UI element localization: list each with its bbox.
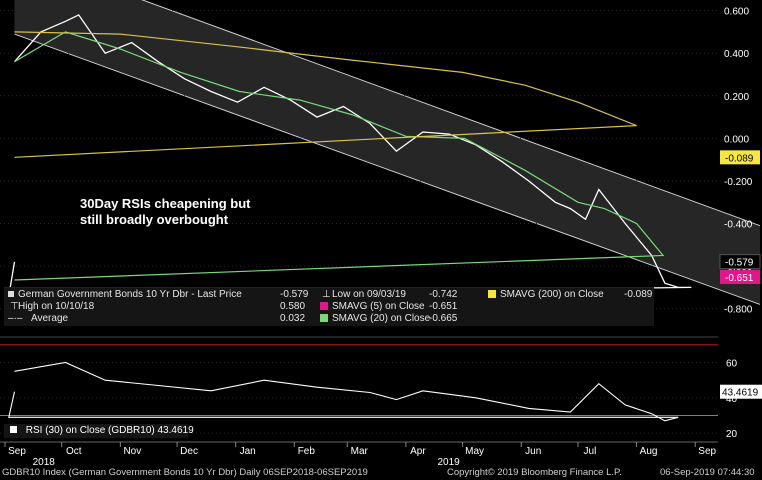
y-tick-label: 0.000	[724, 134, 749, 145]
price-legend: German Government Bonds 10 Yr Dbr - Last…	[4, 287, 654, 326]
price-tag-label-2: -0.651	[725, 273, 754, 284]
y-tick-label: 0.200	[724, 92, 749, 103]
rsi-series-line	[8, 361, 679, 422]
channel-lower-line	[14, 33, 761, 305]
legend-low-label: Low on 09/03/19	[332, 289, 406, 300]
rsi-tick-label: 20	[726, 429, 738, 440]
legend-sma20-value: -0.665	[429, 313, 458, 324]
legend-high-value: 0.580	[280, 301, 306, 312]
series-line-1	[14, 31, 665, 281]
legend-avg-value: 0.032	[280, 313, 306, 324]
legend-sma5-value: -0.651	[429, 301, 458, 312]
channel-band	[14, 0, 760, 305]
x-tick-label: Apr	[410, 446, 426, 457]
series-line-0	[8, 14, 692, 297]
low-marker-icon: ⊥	[322, 289, 331, 300]
average-marker-icon: –·–	[8, 313, 23, 324]
legend-sma5-label: SMAVG (5) on Close	[332, 301, 425, 312]
price-panel: 0.6000.4000.2000.000-0.200-0.400-0.600-0…	[0, 0, 761, 338]
footer-security: GDBR10 Index (German Government Bonds 10…	[2, 467, 368, 478]
x-year-label: 2018	[33, 457, 56, 468]
legend-last-label: German Government Bonds 10 Yr Dbr - Last…	[18, 289, 242, 300]
channel-upper-line	[141, 0, 761, 227]
x-tick-label: Oct	[66, 446, 82, 457]
sma5-swatch	[320, 302, 328, 310]
x-tick-label: Jan	[240, 446, 256, 457]
rsi-legend: RSI (30) on Close (GDBR10) 43.4619	[4, 424, 194, 438]
x-tick-label: Jun	[525, 446, 541, 457]
x-tick-label: Nov	[123, 446, 141, 457]
series-line-2	[14, 31, 637, 158]
legend-sma20-label: SMAVG (20) on Close	[332, 313, 431, 324]
rsi-tick-label: 40	[726, 394, 738, 405]
y-tick-label: -0.800	[724, 305, 753, 316]
x-tick-label: Aug	[640, 446, 658, 457]
rsi-legend-label: RSI (30) on Close (GDBR10) 43.4619	[25, 425, 194, 436]
y-tick-label: 0.400	[724, 49, 749, 60]
x-tick-label: Feb	[298, 446, 316, 457]
x-tick-label: Dec	[180, 446, 198, 457]
price-tag-bg-2	[720, 269, 760, 284]
legend-sma200-value: -0.089	[624, 289, 653, 300]
sma20-swatch	[320, 314, 328, 322]
price-tag-label-1: -0.579	[725, 258, 754, 269]
rsi-tag-label: 43.4619	[722, 388, 759, 399]
price-tag-label-0: -0.089	[725, 153, 754, 164]
annotation-text: 30Day RSIs cheapening but still broadly …	[80, 196, 251, 228]
x-tick-label: Mar	[351, 446, 369, 457]
x-tick-label: May	[465, 446, 484, 457]
price-tag-bg-1	[719, 254, 761, 270]
y-tick-label: -0.400	[724, 220, 753, 231]
annotation-line-2: still broadly overbought	[80, 212, 229, 227]
legend-last-value: -0.579	[280, 289, 309, 300]
footer-copyright: Copyright© 2019 Bloomberg Finance L.P.	[447, 467, 622, 478]
rsi-tick-label: 60	[726, 359, 738, 370]
legend-avg-label: Average	[31, 313, 69, 324]
legend-low-value: -0.742	[429, 289, 458, 300]
time-axis: Sep Oct Nov Dec Jan Feb Mar Apr May Jun Jul Aug Sep 2…	[0, 441, 718, 468]
x-tick-label: Sep	[8, 446, 26, 457]
high-marker-icon: ⊤	[10, 301, 19, 312]
footer-bar: GDBR10 Index (German Government Bonds 10…	[0, 466, 762, 480]
rsi-swatch	[10, 426, 17, 433]
x-tick-label: Sep	[698, 446, 716, 457]
rsi-tag-bg	[720, 384, 762, 399]
rsi-panel: 60 40 20 43.4619	[0, 344, 762, 440]
last-price-swatch	[8, 291, 14, 297]
x-tick-label: Jul	[584, 446, 597, 457]
annotation-line-1: 30Day RSIs cheapening but	[80, 196, 251, 211]
legend-high-label: High on 10/10/18	[18, 301, 95, 312]
footer-timestamp: 06-Sep-2019 07:44:30	[660, 467, 755, 478]
y-tick-label: -0.200	[724, 177, 753, 188]
sma200-swatch	[488, 290, 496, 298]
legend-sma200-label: SMAVG (200) on Close	[500, 289, 604, 300]
x-year-label: 2019	[437, 457, 460, 468]
y-tick-label: 0.600	[724, 7, 749, 18]
price-tag-bg-0	[720, 150, 760, 165]
